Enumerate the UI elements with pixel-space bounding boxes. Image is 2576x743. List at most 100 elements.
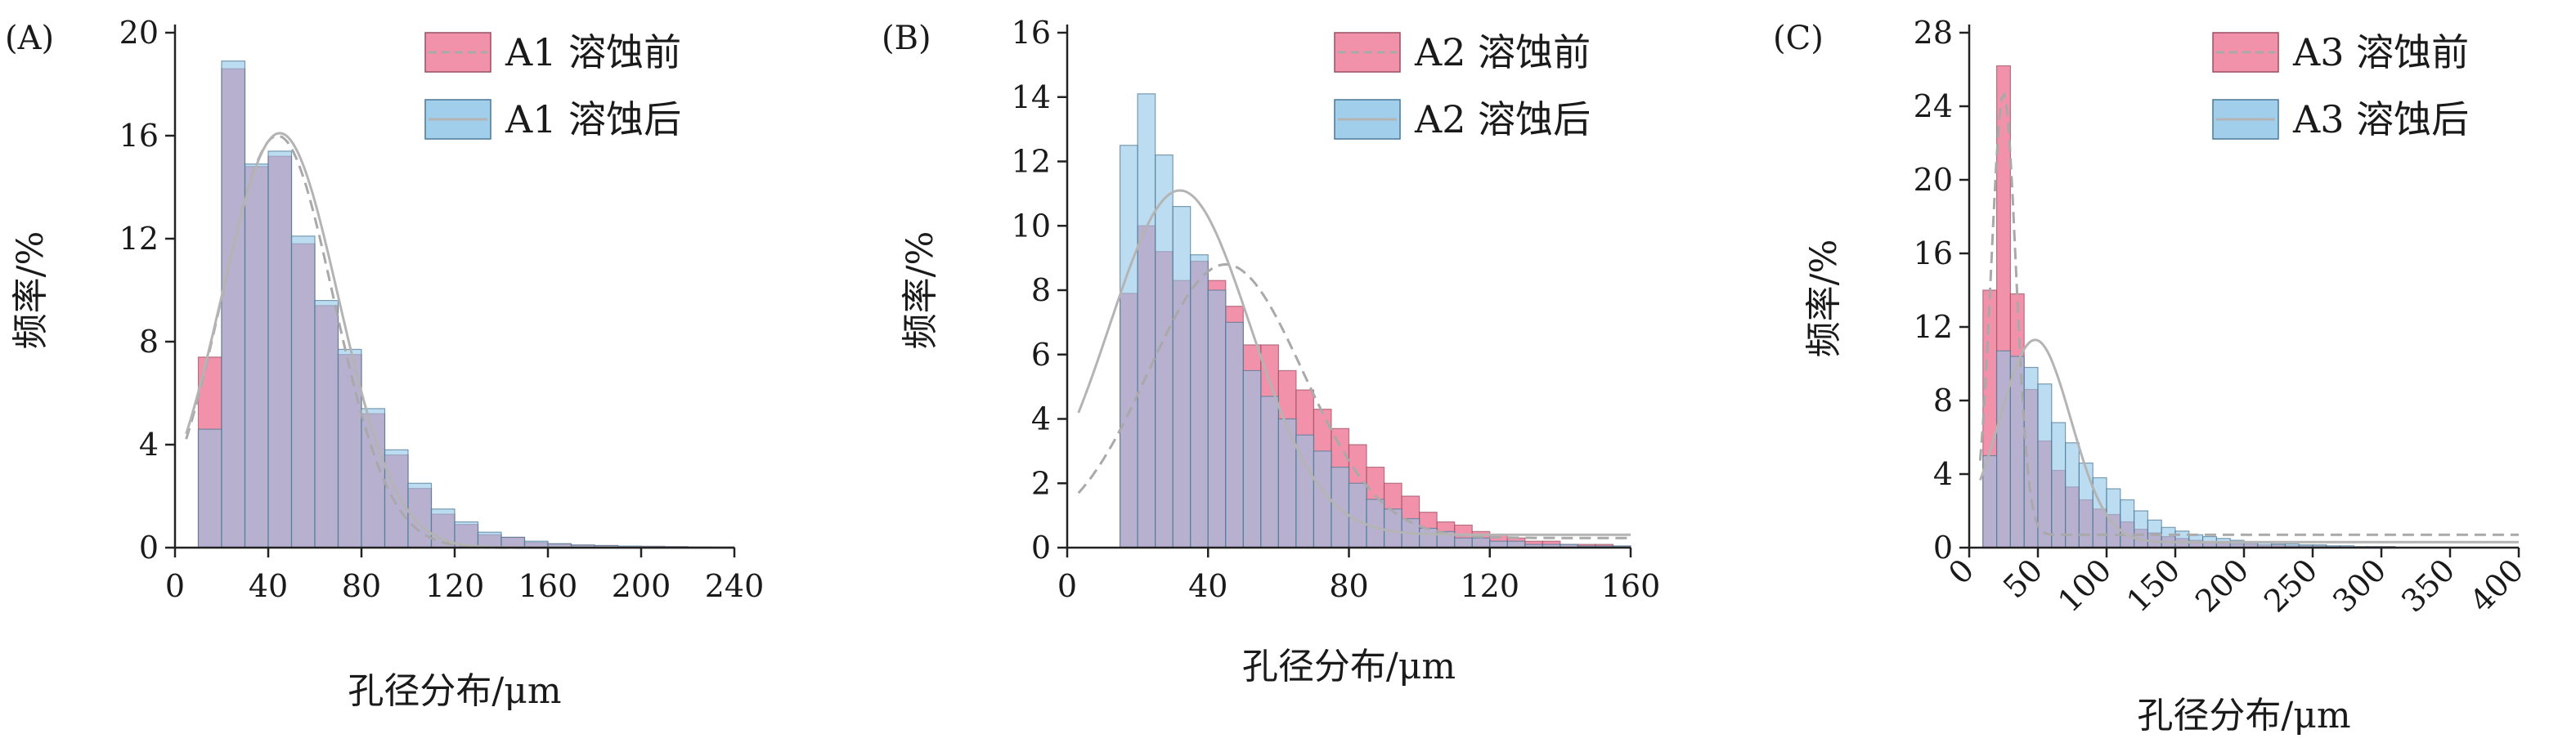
legend-entry: A1 溶蚀后 — [505, 97, 681, 141]
y-tick-label: 4 — [1031, 401, 1051, 437]
bar — [1260, 396, 1279, 548]
legend-entry: A3 溶蚀前 — [2292, 30, 2469, 74]
bar — [290, 235, 316, 548]
y-tick-label: 0 — [139, 530, 159, 566]
x-tick-label: 50 — [1996, 552, 2049, 605]
panel-label: (C) — [1773, 20, 1824, 57]
fit-curve-2 — [1978, 338, 2519, 544]
bar — [197, 428, 222, 548]
y-tick-label: 8 — [139, 324, 159, 360]
bar — [2120, 499, 2135, 548]
y-tick-label: 8 — [1933, 383, 1953, 418]
x-tick-label: 80 — [342, 568, 381, 604]
y-tick-label: 16 — [1914, 235, 1953, 271]
legend: A3 溶蚀前 A3 溶蚀后 — [2212, 30, 2469, 141]
bar — [500, 536, 526, 548]
legend-entry: A3 溶蚀后 — [2292, 97, 2469, 141]
y-tick-label: 6 — [1031, 337, 1051, 373]
y-axis-label: 频率/% — [10, 231, 52, 350]
y-tick-label: 0 — [1933, 530, 1953, 566]
bar — [2161, 526, 2176, 548]
bar — [221, 60, 246, 548]
x-tick-label: 300 — [2326, 552, 2393, 619]
x-tick-label: 250 — [2257, 552, 2324, 619]
fit-curve-1 — [1077, 262, 1631, 539]
panel-label: (B) — [882, 20, 931, 57]
bar — [2065, 442, 2080, 548]
bar-series-2 — [1982, 350, 2396, 548]
y-tick-label: 12 — [119, 221, 159, 257]
y-tick-label: 14 — [1012, 79, 1051, 115]
y-tick-label: 20 — [119, 15, 159, 51]
x-axis-label: 孔径分布/μm — [348, 670, 561, 712]
bar — [267, 150, 293, 548]
x-axis-label: 孔径分布/μm — [1242, 646, 1456, 687]
x-tick-label: 40 — [1188, 568, 1227, 604]
bar — [1419, 527, 1438, 548]
y-axis-label: 频率/% — [900, 231, 941, 350]
x-tick-label: 100 — [2051, 552, 2118, 619]
y-tick-label: 4 — [1933, 456, 1953, 492]
x-tick-label: 400 — [2463, 552, 2530, 619]
y-tick-label: 12 — [1012, 144, 1051, 180]
x-tick-label: 40 — [249, 568, 288, 604]
y-tick-label: 8 — [1031, 272, 1051, 308]
bar — [1366, 499, 1385, 548]
bar — [1383, 508, 1402, 548]
y-tick-label: 4 — [139, 427, 159, 463]
y-tick-label: 20 — [1914, 162, 1953, 198]
panel-label: (A) — [5, 20, 54, 57]
bar — [1242, 369, 1262, 548]
x-tick-label: 150 — [2120, 552, 2187, 619]
legend-entry: A2 溶蚀前 — [1414, 30, 1591, 74]
x-tick-label: 350 — [2394, 552, 2462, 619]
x-tick-label: 120 — [1460, 568, 1519, 604]
y-tick-label: 16 — [1012, 15, 1051, 51]
bar — [1119, 145, 1138, 548]
legend-entry: A2 溶蚀后 — [1414, 97, 1591, 141]
legend-entry: A1 溶蚀前 — [505, 30, 681, 74]
legend: A2 溶蚀前 A2 溶蚀后 — [1334, 30, 1591, 141]
fit-curve-2 — [1077, 189, 1631, 536]
bar — [1137, 93, 1156, 548]
y-tick-label: 0 — [1031, 530, 1051, 566]
fit-curve-1 — [1978, 91, 2519, 536]
bar — [2174, 530, 2190, 548]
bar — [1454, 537, 1473, 548]
x-tick-label: 160 — [518, 568, 578, 604]
bar — [1207, 289, 1227, 548]
y-tick-label: 28 — [1914, 15, 1953, 51]
x-tick-label: 160 — [1601, 568, 1661, 604]
bar — [1225, 321, 1244, 548]
bar — [2134, 510, 2149, 548]
x-axis-label: 孔径分布/μm — [2137, 695, 2350, 736]
bar — [2009, 356, 2025, 548]
bar — [2037, 383, 2053, 548]
bar — [384, 449, 409, 548]
y-tick-label: 2 — [1031, 465, 1051, 501]
y-tick-label: 16 — [119, 118, 159, 154]
y-tick-label: 10 — [1012, 208, 1051, 244]
bar — [314, 300, 339, 548]
y-tick-label: 12 — [1914, 309, 1953, 345]
bar — [1348, 482, 1367, 548]
legend: A1 溶蚀前 A1 溶蚀后 — [424, 30, 681, 141]
x-tick-label: 80 — [1329, 568, 1368, 604]
x-tick-label: 0 — [1057, 568, 1077, 604]
bar — [1996, 350, 2012, 548]
bar — [477, 531, 502, 548]
bar — [1172, 206, 1192, 548]
bar — [1190, 254, 1209, 548]
y-tick-label: 24 — [1914, 88, 1953, 124]
x-tick-label: 200 — [612, 568, 671, 604]
bar — [2051, 422, 2067, 548]
bar — [1471, 537, 1491, 548]
x-tick-label: 200 — [2188, 552, 2255, 619]
y-axis-label: 频率/% — [1803, 239, 1845, 358]
x-tick-label: 120 — [425, 568, 485, 604]
x-tick-label: 240 — [705, 568, 765, 604]
